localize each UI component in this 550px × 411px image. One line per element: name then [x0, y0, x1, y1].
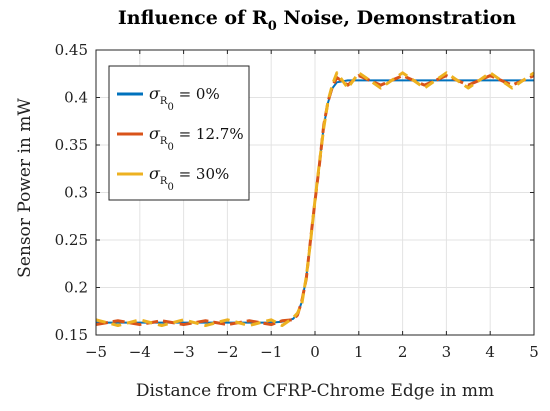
- y-tick-label: 0.4: [64, 89, 88, 107]
- legend-entry-0: σR0 = 0%: [149, 84, 220, 113]
- x-tick-label: 0: [310, 343, 320, 361]
- x-tick-label: −1: [260, 343, 282, 361]
- y-tick-label: 0.3: [64, 184, 88, 202]
- series-line-2: [95, 71, 535, 327]
- series-line-1: [95, 74, 535, 327]
- y-axis-label: Sensor Power in mW: [15, 98, 35, 278]
- x-tick-label: 2: [398, 343, 408, 361]
- y-tick-label: 0.15: [55, 326, 88, 344]
- x-tick-label: 5: [529, 343, 539, 361]
- y-tick-label: 0.35: [55, 136, 88, 154]
- x-tick-label: 1: [354, 343, 364, 361]
- legend: σR0 = 0% σR0 = 12.7% σR0 = 30%: [108, 65, 250, 201]
- legend-entry-2: σR0 = 30%: [149, 164, 229, 193]
- x-tick-label: 3: [442, 343, 452, 361]
- x-tick-label: −3: [173, 343, 195, 361]
- x-tick-label: 4: [485, 343, 495, 361]
- chart-title: Influence of R0 Noise, Demonstration: [118, 7, 516, 34]
- x-tick-label: −2: [216, 343, 238, 361]
- x-tick-label: −4: [129, 343, 151, 361]
- y-tick-label: 0.25: [55, 231, 88, 249]
- x-axis-label: Distance from CFRP-Chrome Edge in mm: [136, 381, 494, 401]
- legend-entry-1: σR0 = 12.7%: [149, 124, 244, 153]
- y-tick-label: 0.2: [64, 279, 88, 297]
- y-tick-label: 0.45: [55, 41, 88, 59]
- x-tick-label: −5: [85, 343, 107, 361]
